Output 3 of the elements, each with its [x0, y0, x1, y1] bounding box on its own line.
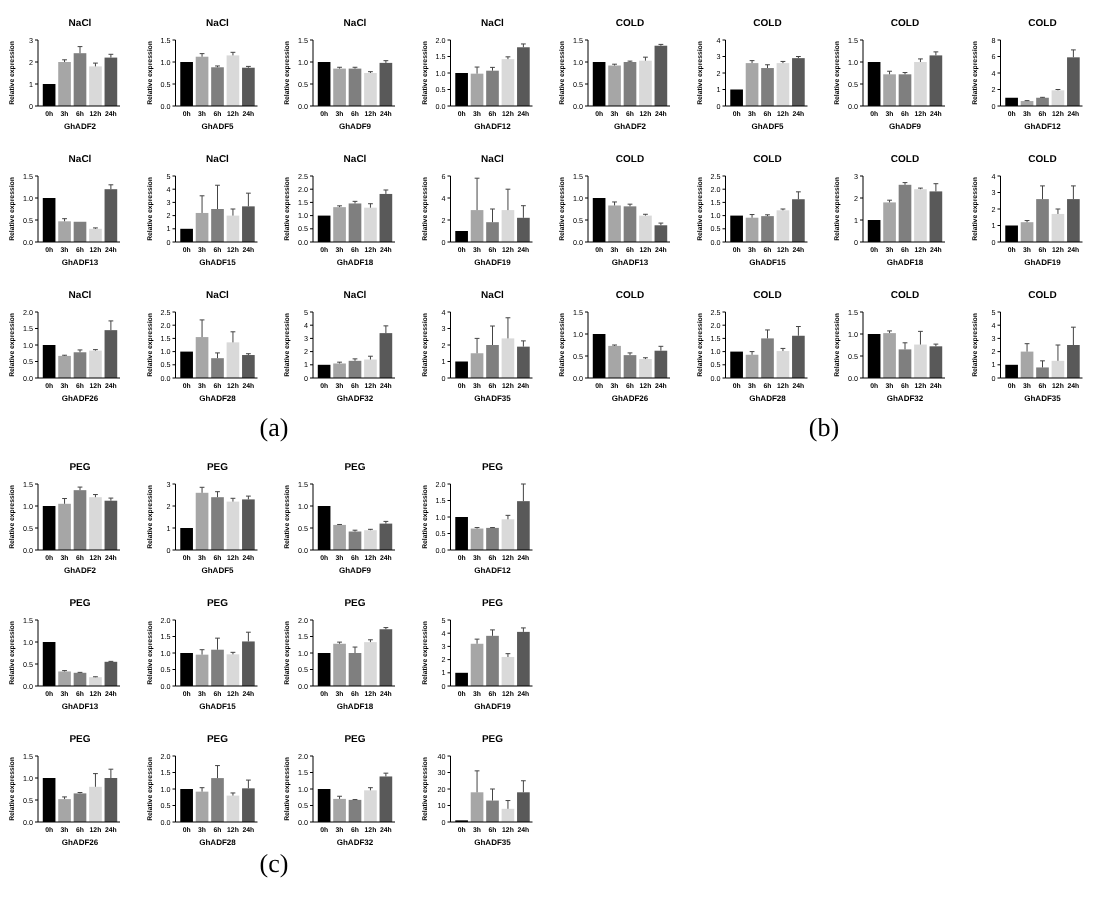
text: (a)	[259, 412, 289, 442]
text: (c)	[259, 848, 289, 878]
text: (b)	[808, 412, 840, 442]
